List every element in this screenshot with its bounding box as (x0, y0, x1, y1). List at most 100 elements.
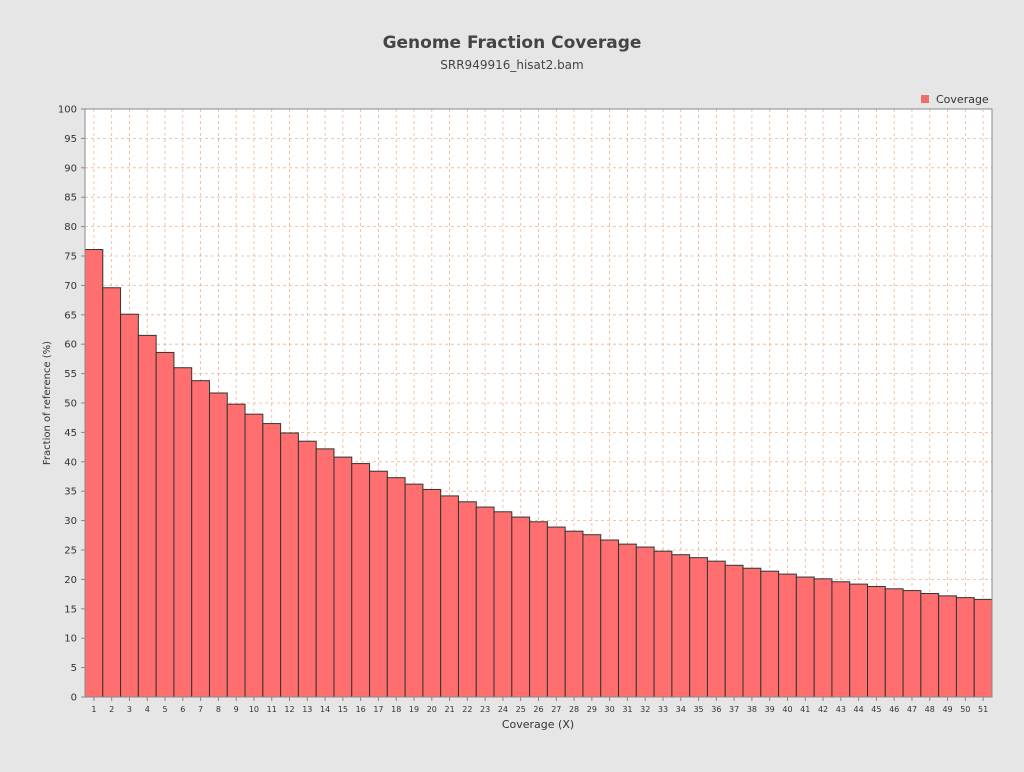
bar (208, 392, 228, 698)
bar (671, 554, 691, 698)
bar (582, 534, 602, 698)
x-tick-label: 29 (587, 705, 597, 714)
y-tick-label: 65 (64, 310, 77, 321)
bar (422, 488, 442, 698)
bar (849, 583, 869, 698)
bar (511, 516, 531, 698)
x-tick-label: 1 (91, 705, 96, 714)
bar (244, 413, 264, 698)
x-tick-label: 11 (267, 705, 277, 714)
x-tick-label: 27 (551, 705, 561, 714)
x-tick-label: 33 (658, 705, 668, 714)
x-tick-label: 35 (693, 705, 703, 714)
x-axis-label: Coverage (X) (502, 718, 574, 731)
x-tick-label: 4 (145, 705, 150, 714)
bar (600, 539, 620, 698)
legend-label: Coverage (936, 93, 989, 106)
bar (920, 593, 940, 698)
bar (137, 334, 157, 698)
x-tick-label: 3 (127, 705, 132, 714)
x-tick-label: 50 (960, 705, 970, 714)
bar (262, 423, 282, 698)
y-tick-label: 60 (64, 340, 77, 351)
y-tick-label: 5 (71, 663, 77, 674)
x-tick-label: 49 (942, 705, 952, 714)
y-axis: 0 5 10 15 20 25 30 35 40 45 50 55 60 65 70 75 80 85 90 95 10… (58, 105, 85, 704)
bar (351, 463, 371, 698)
bar (155, 351, 175, 698)
bar (369, 470, 388, 698)
bar (120, 313, 139, 698)
x-tick-label: 44 (854, 705, 864, 714)
bar (386, 477, 406, 698)
bar (618, 543, 637, 698)
bar (689, 557, 708, 698)
x-tick-label: 42 (818, 705, 828, 714)
x-tick-label: 10 (249, 705, 259, 714)
x-tick-label: 36 (711, 705, 721, 714)
x-tick-label: 46 (889, 705, 899, 714)
x-tick-label: 20 (427, 705, 437, 714)
bar (938, 595, 957, 698)
bar (706, 560, 726, 698)
x-tick-label: 17 (373, 705, 383, 714)
y-tick-label: 85 (64, 193, 77, 204)
bar (333, 456, 353, 698)
bar (831, 581, 851, 698)
y-tick-label: 40 (64, 457, 77, 468)
y-tick-label: 20 (64, 575, 77, 586)
bar (795, 576, 815, 698)
x-tick-label: 41 (800, 705, 810, 714)
x-tick-label: 6 (180, 705, 185, 714)
bar (973, 598, 993, 698)
bar (884, 588, 904, 698)
legend: Coverage (921, 93, 989, 106)
y-tick-label: 25 (64, 546, 77, 557)
x-tick-label: 24 (498, 705, 508, 714)
chart-title: Genome Fraction Coverage (383, 33, 642, 53)
bar (760, 570, 780, 698)
y-axis-label: Fraction of reference (%) (42, 341, 53, 465)
x-tick-label: 37 (729, 705, 739, 714)
bar (84, 249, 104, 698)
bar (635, 546, 655, 698)
bar (226, 403, 246, 698)
bar (724, 564, 744, 698)
bar (813, 578, 833, 698)
bar (440, 495, 459, 698)
x-axis: 1 2 3 4 5 6 7 8 9 10 11 12 13 14 15 16 17 18 19 20 21 22 23 24 2… (91, 697, 988, 714)
x-tick-label: 30 (605, 705, 615, 714)
y-tick-label: 15 (64, 604, 77, 615)
y-tick-label: 45 (64, 428, 77, 439)
y-tick-label: 10 (64, 634, 77, 645)
legend-marker (921, 95, 929, 103)
x-tick-label: 14 (320, 705, 330, 714)
x-tick-label: 9 (234, 705, 239, 714)
bar (529, 521, 548, 698)
bar (546, 526, 566, 698)
bar (564, 530, 584, 698)
y-tick-label: 80 (64, 222, 77, 233)
x-tick-label: 13 (302, 705, 312, 714)
bar (475, 506, 495, 698)
y-tick-label: 0 (71, 693, 77, 704)
y-tick-label: 30 (64, 516, 77, 527)
y-tick-label: 50 (64, 399, 77, 410)
x-tick-label: 19 (409, 705, 419, 714)
bar (102, 287, 122, 698)
x-tick-label: 12 (284, 705, 294, 714)
y-tick-label: 100 (58, 105, 77, 116)
x-tick-label: 7 (198, 705, 203, 714)
y-tick-label: 95 (64, 134, 77, 145)
x-tick-label: 22 (462, 705, 472, 714)
y-tick-label: 35 (64, 487, 77, 498)
x-tick-label: 2 (109, 705, 114, 714)
bar (742, 567, 762, 698)
x-tick-label: 38 (747, 705, 757, 714)
x-tick-label: 43 (836, 705, 846, 714)
bar (902, 590, 922, 698)
chart-subtitle: SRR949916_hisat2.bam (440, 58, 583, 72)
x-tick-label: 34 (676, 705, 686, 714)
